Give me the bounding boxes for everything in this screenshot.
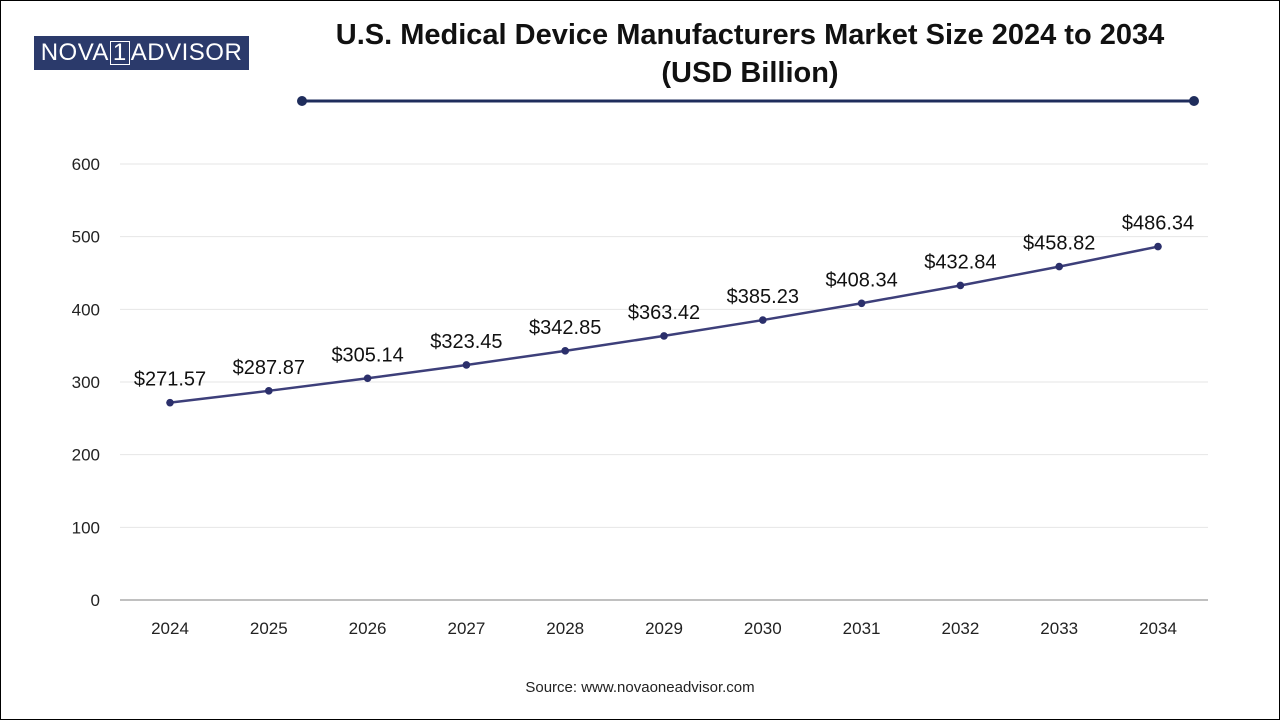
x-tick-label-2027: 2027: [447, 619, 485, 638]
logo: NOVA 1 ADVISOR: [34, 36, 249, 70]
source-note: Source: www.novaoneadvisor.com: [525, 679, 755, 696]
x-tick-label-2025: 2025: [250, 619, 288, 638]
x-tick-label-2031: 2031: [843, 619, 881, 638]
x-tick-label-2024: 2024: [151, 619, 189, 638]
x-tick-label-2033: 2033: [1040, 619, 1078, 638]
chart-title-line1: U.S. Medical Device Manufacturers Market…: [335, 19, 1165, 51]
logo-text-one: 1: [109, 41, 130, 65]
x-axis: 2024 2025 2026 2027 2028 2029 2030 2031 2032 2033…: [120, 599, 1208, 638]
data-label-2028: $342.85: [529, 317, 601, 339]
data-label-2029: $363.42: [628, 302, 700, 324]
logo-text-nova: NOVA: [40, 39, 109, 66]
y-tick-label-0: 0: [91, 591, 100, 610]
data-label-2030: $385.23: [727, 286, 799, 308]
x-tick-label-2032: 2032: [941, 619, 979, 638]
x-tick-label-2028: 2028: [546, 619, 584, 638]
data-point-2032: [956, 281, 965, 290]
data-point-2027: [462, 361, 471, 369]
data-label-2026: $305.14: [331, 344, 403, 366]
data-point-2024: [166, 398, 174, 407]
data-point-2026: [363, 374, 372, 383]
y-tick-label-500: 500: [72, 228, 100, 247]
series-line: [169, 245, 1159, 404]
x-tick-label-2030: 2030: [744, 619, 782, 638]
y-axis: 0 100 200 300 400 500 600: [72, 155, 100, 610]
x-tick-label-2034: 2034: [1139, 619, 1177, 638]
data-point-2025: [265, 387, 273, 395]
title-underline-group: [297, 96, 1199, 106]
series: [166, 242, 1162, 407]
data-point-2030: [759, 316, 767, 324]
x-tick-label-2026: 2026: [349, 619, 387, 638]
data-point-2029: [660, 332, 668, 340]
data-point-2034: [1154, 242, 1162, 251]
title-underline-dot-left: [297, 96, 307, 106]
data-label-2027: $323.45: [430, 331, 502, 353]
gridlines: [120, 163, 1208, 528]
x-tick-label-2029: 2029: [645, 619, 683, 638]
data-label-2025: $287.87: [233, 357, 305, 379]
chart-title-line2: (USD Billion): [661, 57, 839, 89]
title-underline-dot-right: [1189, 96, 1199, 106]
y-tick-label-400: 400: [72, 300, 100, 319]
data-label-2032: $432.84: [924, 251, 996, 273]
logo-text-advisor: ADVISOR: [130, 39, 243, 66]
data-label-2034: $486.34: [1122, 213, 1194, 235]
y-tick-label-300: 300: [72, 373, 100, 392]
y-tick-label-200: 200: [72, 446, 100, 465]
data-point-2033: [1055, 262, 1063, 271]
y-tick-label-100: 100: [72, 518, 100, 537]
data-point-2028: [561, 347, 569, 355]
data-label-2024: $271.57: [134, 369, 206, 391]
data-point-2031: [857, 299, 866, 308]
data-labels: $271.57 $287.87 $305.14 $323.45 $342.85 $363.…: [134, 213, 1194, 391]
data-label-2033: $458.82: [1023, 233, 1095, 255]
chart-title: U.S. Medical Device Manufacturers Market…: [260, 16, 1240, 92]
y-tick-label-600: 600: [72, 155, 100, 174]
data-label-2031: $408.34: [825, 269, 897, 291]
